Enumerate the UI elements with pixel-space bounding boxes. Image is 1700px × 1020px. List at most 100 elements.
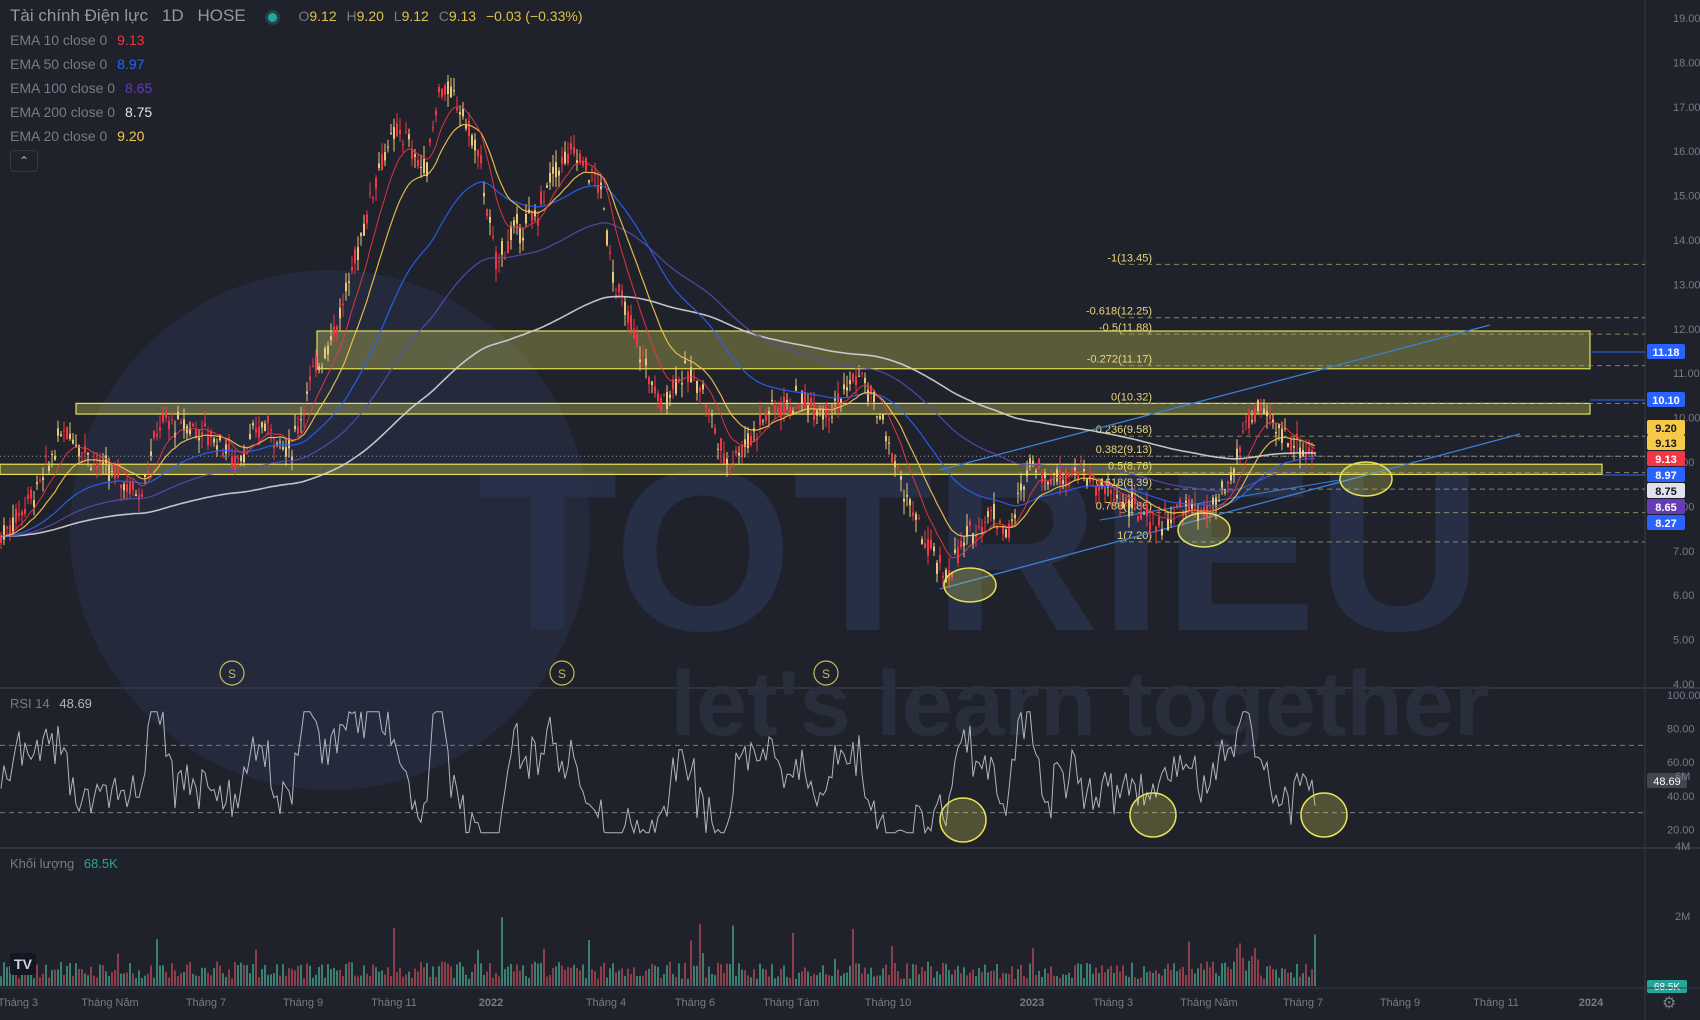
volume-bar bbox=[780, 968, 782, 986]
candle-body bbox=[675, 379, 677, 394]
candle-body bbox=[1215, 497, 1217, 507]
volume-bar bbox=[618, 970, 620, 986]
volume-bar bbox=[639, 975, 641, 986]
volume-bar bbox=[903, 978, 905, 986]
candle-body bbox=[1218, 500, 1220, 502]
candle-body bbox=[942, 576, 944, 578]
candle-body bbox=[435, 110, 437, 116]
candle-body bbox=[1239, 446, 1241, 453]
volume-bar bbox=[879, 975, 881, 986]
volume-bar bbox=[51, 969, 53, 986]
rsi-legend[interactable]: RSI 14 48.69 bbox=[10, 696, 92, 711]
split-marker bbox=[219, 660, 245, 686]
indicator-row[interactable]: EMA 50 close 0 8.97 bbox=[10, 52, 583, 76]
candle-body bbox=[657, 393, 659, 402]
interval[interactable]: 1D bbox=[161, 6, 184, 25]
candle-body bbox=[957, 547, 959, 563]
volume-bar bbox=[420, 961, 422, 986]
volume-bar bbox=[567, 967, 569, 986]
rsi-value: 48.69 bbox=[59, 696, 92, 711]
candle-body bbox=[591, 169, 593, 171]
volume-bar bbox=[741, 969, 743, 986]
volume-bar bbox=[327, 964, 329, 986]
volume-bar bbox=[591, 969, 593, 986]
volume-bar bbox=[798, 972, 800, 986]
volume-bar bbox=[303, 978, 305, 986]
price-tag bbox=[1647, 344, 1685, 359]
volume-legend[interactable]: Khối lượng 68.5K bbox=[10, 856, 118, 871]
price-tag-label: 8.75 bbox=[1655, 486, 1676, 498]
volume-bar bbox=[681, 978, 683, 986]
volume-bar bbox=[180, 973, 182, 986]
volume-bar bbox=[429, 976, 431, 986]
volume-bar bbox=[21, 968, 23, 986]
candle-body bbox=[786, 400, 788, 402]
candle-body bbox=[1122, 501, 1124, 508]
candle-body bbox=[825, 402, 827, 418]
candle-body bbox=[189, 429, 191, 435]
candle-body bbox=[357, 247, 359, 260]
candle-body bbox=[348, 281, 350, 283]
volume-bar bbox=[186, 964, 188, 986]
volume-bar bbox=[1116, 965, 1118, 986]
volume-bar bbox=[1254, 948, 1256, 986]
volume-bar bbox=[1311, 969, 1313, 986]
volume-bar bbox=[345, 964, 347, 986]
volume-bar bbox=[966, 975, 968, 986]
volume-bar bbox=[912, 963, 914, 986]
price-tick-label: 4.00 bbox=[1673, 679, 1694, 691]
candle-body bbox=[3, 525, 5, 540]
volume-bar bbox=[81, 969, 83, 986]
candle-body bbox=[774, 405, 776, 413]
indicator-row[interactable]: EMA 20 close 0 9.20 bbox=[10, 124, 583, 148]
tradingview-logo-icon[interactable]: TV bbox=[10, 953, 36, 975]
volume-bar bbox=[525, 975, 527, 986]
candle-body bbox=[459, 112, 461, 115]
rsi-tick-label: 40.00 bbox=[1667, 791, 1695, 803]
candle-body bbox=[870, 385, 872, 395]
candle-body bbox=[102, 462, 104, 464]
candle-body bbox=[162, 414, 164, 422]
candle-body bbox=[300, 419, 302, 421]
indicator-row[interactable]: EMA 100 close 0 8.65 bbox=[10, 76, 583, 100]
volume-bar bbox=[852, 928, 854, 986]
volume-bar bbox=[750, 977, 752, 986]
gear-icon[interactable]: ⚙ bbox=[1662, 995, 1677, 1012]
candle-body bbox=[720, 438, 722, 451]
indicator-row[interactable]: EMA 200 close 0 8.75 bbox=[10, 100, 583, 124]
volume-bar bbox=[477, 949, 479, 986]
collapse-legend-button[interactable]: ⌃ bbox=[10, 150, 38, 172]
fib-level-label: -0.272(11.17) bbox=[1087, 354, 1152, 366]
volume-bar bbox=[306, 963, 308, 986]
indicator-row[interactable]: EMA 10 close 0 9.13 bbox=[10, 28, 583, 52]
volume-bar bbox=[1104, 972, 1106, 986]
candle-body bbox=[339, 307, 341, 319]
volume-bar bbox=[438, 966, 440, 986]
candle-body bbox=[1164, 507, 1166, 510]
ohlc-low-label: L bbox=[393, 8, 402, 24]
volume-bar bbox=[363, 965, 365, 986]
candle-body bbox=[588, 180, 590, 183]
candle-body bbox=[1230, 472, 1232, 481]
candle-body bbox=[546, 185, 548, 188]
ohlc-open-label: O bbox=[298, 8, 310, 24]
candle-body bbox=[426, 162, 428, 177]
volume-bar bbox=[213, 968, 215, 986]
symbol-name[interactable]: Tài chính Điện lực bbox=[10, 6, 148, 25]
volume-bar bbox=[105, 971, 107, 986]
candle-body bbox=[1020, 483, 1022, 491]
volume-bar bbox=[528, 977, 530, 986]
candle-body bbox=[954, 549, 956, 553]
volume-bar bbox=[723, 972, 725, 986]
candle-body bbox=[498, 261, 500, 263]
price-tag bbox=[1647, 467, 1685, 482]
candle-body bbox=[1182, 510, 1184, 516]
rsi-tick-label: 20.00 bbox=[1667, 824, 1695, 836]
candle-body bbox=[60, 434, 62, 437]
volume-bar bbox=[114, 969, 116, 986]
indicator-label: EMA 200 close 0 bbox=[10, 104, 116, 120]
candle-body bbox=[39, 479, 41, 481]
price-tick-label: 16.00 bbox=[1673, 146, 1700, 158]
